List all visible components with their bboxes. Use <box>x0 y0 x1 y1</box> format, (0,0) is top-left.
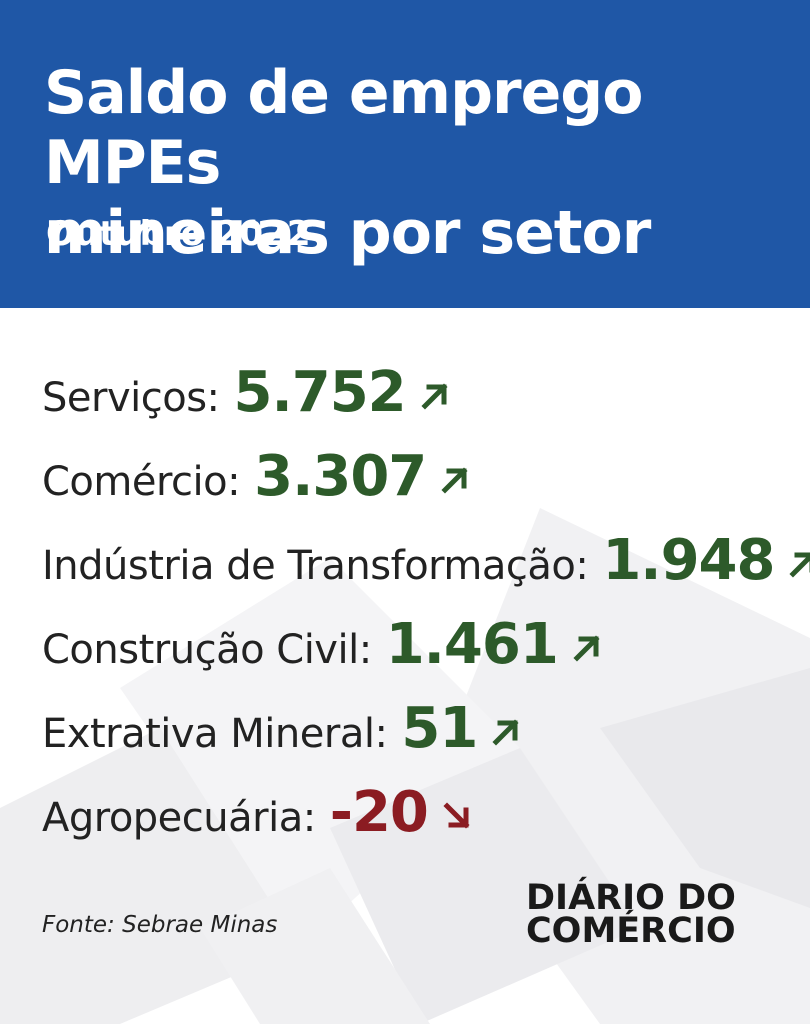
sector-value: 1.461 <box>385 612 559 677</box>
page-title: Saldo de emprego MPEs mineiras por setor <box>44 58 784 268</box>
sector-value: -20 <box>329 780 429 845</box>
sector-label: Agropecuária: <box>42 795 316 841</box>
sector-label: Construção Civil: <box>42 627 372 673</box>
sector-row-servicos: Serviços: 5.752 <box>42 360 450 425</box>
sector-value: 3.307 <box>254 444 427 509</box>
sector-label: Extrativa Mineral: <box>42 711 388 757</box>
sector-row-industria: Indústria de Transformação: 1.948 <box>42 528 810 593</box>
newspaper-logo: DIÁRIO DO COMÉRCIO <box>526 878 766 951</box>
title-line-1: Saldo de emprego MPEs <box>44 58 643 198</box>
source-note: Fonte: Sebrae Minas <box>42 912 278 938</box>
logo-line-1: DIÁRIO DO <box>526 878 736 918</box>
sector-label: Serviços: <box>42 375 220 421</box>
arrow-up-right-icon <box>492 719 519 746</box>
sector-value: 1.948 <box>602 528 775 593</box>
title-line-2: mineiras por setor <box>44 198 651 268</box>
page-subtitle: Outubro 2022 <box>46 214 311 254</box>
arrow-up-right-icon <box>421 383 448 410</box>
sector-value: 51 <box>401 696 478 761</box>
background-decoration <box>0 308 810 1024</box>
sector-row-comercio: Comércio: 3.307 <box>42 444 470 509</box>
sector-row-extrativa: Extrativa Mineral: 51 <box>42 696 521 761</box>
arrow-up-right-icon <box>441 467 468 494</box>
sector-label: Comércio: <box>42 459 241 505</box>
arrow-up-right-icon <box>789 552 810 578</box>
sector-row-construcao: Construção Civil: 1.461 <box>42 612 602 677</box>
arrow-down-right-icon <box>443 802 470 829</box>
sector-label: Indústria de Transformação: <box>42 543 589 589</box>
arrow-up-right-icon <box>573 635 600 662</box>
sector-value: 5.752 <box>233 360 407 425</box>
logo-line-2: COMÉRCIO <box>526 911 736 951</box>
header-banner: Saldo de emprego MPEs mineiras por setor… <box>0 0 810 308</box>
sector-row-agropecuaria: Agropecuária: -20 <box>42 780 472 845</box>
